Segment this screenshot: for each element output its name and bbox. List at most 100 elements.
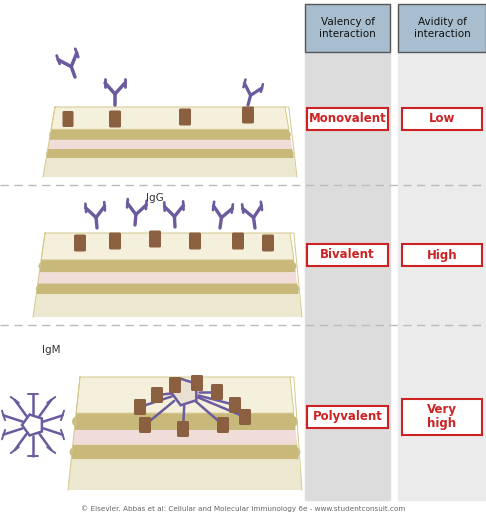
Circle shape: [151, 131, 158, 138]
FancyBboxPatch shape: [232, 233, 244, 250]
Circle shape: [125, 262, 133, 270]
Circle shape: [202, 131, 209, 138]
Circle shape: [252, 151, 258, 156]
Circle shape: [113, 416, 124, 427]
Circle shape: [202, 262, 209, 270]
Circle shape: [145, 448, 155, 457]
Text: Very
high: Very high: [427, 402, 457, 430]
Circle shape: [82, 151, 87, 156]
Circle shape: [130, 448, 139, 457]
Circle shape: [185, 448, 195, 457]
Circle shape: [174, 416, 185, 427]
Circle shape: [128, 416, 139, 427]
Circle shape: [70, 131, 77, 138]
Circle shape: [192, 151, 198, 156]
Circle shape: [97, 151, 103, 156]
Circle shape: [131, 131, 138, 138]
FancyBboxPatch shape: [398, 4, 486, 52]
Circle shape: [269, 131, 275, 138]
Circle shape: [207, 262, 215, 270]
Circle shape: [233, 131, 240, 138]
Circle shape: [157, 151, 163, 156]
Circle shape: [222, 262, 230, 270]
Circle shape: [237, 262, 245, 270]
Circle shape: [272, 416, 282, 427]
Circle shape: [257, 285, 264, 292]
Circle shape: [245, 448, 255, 457]
Circle shape: [287, 416, 297, 427]
Circle shape: [85, 131, 92, 138]
Circle shape: [208, 131, 214, 138]
Polygon shape: [33, 294, 302, 317]
Circle shape: [171, 262, 179, 270]
Circle shape: [176, 285, 184, 292]
FancyBboxPatch shape: [211, 384, 223, 400]
Circle shape: [75, 448, 84, 457]
Circle shape: [105, 131, 112, 138]
Polygon shape: [71, 445, 299, 459]
Circle shape: [110, 262, 118, 270]
Circle shape: [273, 262, 281, 270]
Text: Valency of
interaction: Valency of interaction: [319, 17, 376, 39]
Circle shape: [52, 151, 57, 156]
Circle shape: [262, 285, 269, 292]
Circle shape: [130, 262, 139, 270]
Circle shape: [232, 151, 238, 156]
Circle shape: [232, 262, 240, 270]
Circle shape: [122, 285, 128, 292]
Circle shape: [281, 448, 290, 457]
Circle shape: [242, 285, 249, 292]
Circle shape: [243, 151, 248, 156]
Circle shape: [227, 285, 234, 292]
Circle shape: [142, 151, 148, 156]
Circle shape: [251, 416, 262, 427]
Circle shape: [271, 448, 280, 457]
Circle shape: [268, 262, 276, 270]
Circle shape: [149, 416, 160, 427]
Circle shape: [120, 448, 129, 457]
Circle shape: [267, 285, 274, 292]
Circle shape: [169, 416, 180, 427]
Circle shape: [96, 285, 103, 292]
Polygon shape: [36, 283, 299, 294]
Circle shape: [102, 151, 108, 156]
Circle shape: [144, 416, 155, 427]
Circle shape: [93, 416, 104, 427]
Circle shape: [161, 262, 169, 270]
Polygon shape: [51, 107, 289, 130]
Circle shape: [115, 262, 123, 270]
Circle shape: [77, 151, 83, 156]
Circle shape: [100, 262, 108, 270]
Circle shape: [77, 416, 88, 427]
FancyBboxPatch shape: [229, 397, 241, 413]
Circle shape: [206, 448, 215, 457]
Circle shape: [277, 285, 284, 292]
Circle shape: [162, 151, 168, 156]
Circle shape: [112, 151, 118, 156]
FancyBboxPatch shape: [63, 111, 73, 127]
Circle shape: [191, 448, 200, 457]
Circle shape: [57, 151, 63, 156]
Circle shape: [141, 285, 148, 292]
Circle shape: [241, 416, 252, 427]
Circle shape: [46, 285, 53, 292]
Circle shape: [227, 151, 233, 156]
Circle shape: [146, 131, 153, 138]
Circle shape: [263, 262, 271, 270]
Circle shape: [126, 131, 133, 138]
Circle shape: [212, 262, 220, 270]
Circle shape: [273, 151, 278, 156]
Circle shape: [116, 131, 122, 138]
Circle shape: [141, 131, 148, 138]
Circle shape: [80, 131, 87, 138]
Circle shape: [278, 262, 286, 270]
Polygon shape: [305, 52, 390, 500]
Circle shape: [146, 262, 154, 270]
Polygon shape: [50, 130, 291, 140]
Circle shape: [105, 262, 113, 270]
FancyBboxPatch shape: [242, 107, 254, 123]
Circle shape: [136, 131, 143, 138]
Circle shape: [110, 448, 120, 457]
Circle shape: [111, 131, 117, 138]
FancyBboxPatch shape: [305, 4, 390, 52]
